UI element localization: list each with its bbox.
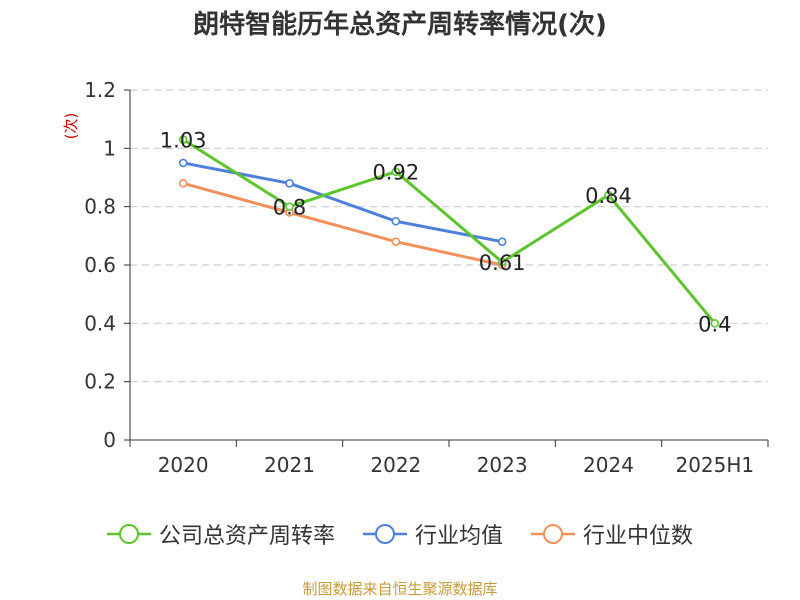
data-point bbox=[178, 158, 188, 168]
data-label: 0.8 bbox=[273, 196, 306, 220]
legend-label: 公司总资产周转率 bbox=[158, 524, 335, 549]
x-tick-label: 2021 bbox=[264, 453, 315, 477]
series-line-2 bbox=[182, 181, 503, 267]
legend: 公司总资产周转率 行业均值 行业中位数 bbox=[0, 518, 800, 550]
y-tick-label: 1 bbox=[103, 136, 116, 160]
y-tick-label: 0.2 bbox=[84, 370, 116, 394]
x-tick-label: 2025H1 bbox=[675, 453, 754, 477]
data-label: 0.4 bbox=[698, 312, 731, 336]
y-tick-label: 0.6 bbox=[84, 253, 116, 277]
data-labels: 1.03 0.8 0.92 0.61 0.84 0.4 bbox=[160, 129, 732, 337]
legend-marker bbox=[543, 524, 563, 544]
y-tick-label: 0.4 bbox=[84, 311, 116, 335]
y-tick-label: 0.8 bbox=[84, 195, 116, 219]
data-label: 0.61 bbox=[479, 251, 526, 275]
data-label: 0.84 bbox=[585, 184, 632, 208]
axes: 0 0.2 0.4 0.6 0.8 1 1.2 2020 2021 2022 2023 2024 202… bbox=[84, 78, 769, 477]
data-point bbox=[391, 237, 401, 246]
data-point bbox=[391, 216, 401, 226]
data-label: 1.03 bbox=[160, 129, 207, 153]
series-line-1 bbox=[182, 161, 503, 244]
legend-marker bbox=[118, 524, 139, 544]
data-point bbox=[391, 167, 401, 176]
data-point bbox=[710, 319, 720, 328]
legend-item[interactable]: 行业均值 bbox=[362, 518, 503, 550]
x-tick-label: 2023 bbox=[477, 453, 528, 477]
data-point bbox=[178, 135, 188, 144]
series-line-0 bbox=[182, 138, 716, 325]
legend-line-circle-icon bbox=[362, 524, 407, 544]
data-point bbox=[178, 179, 188, 188]
series bbox=[178, 135, 720, 328]
legend-label: 行业均值 bbox=[414, 524, 503, 549]
y-axis-unit-label: (次) bbox=[62, 113, 80, 140]
legend-item[interactable]: 行业中位数 bbox=[531, 518, 693, 550]
legend-marker bbox=[374, 524, 395, 544]
x-tick-label: 2024 bbox=[583, 453, 634, 477]
data-point bbox=[497, 237, 507, 246]
legend-line-circle-icon bbox=[531, 524, 575, 544]
chart-title: 朗特智能历年总资产周转率情况(次) bbox=[193, 10, 607, 40]
legend-label: 行业中位数 bbox=[583, 524, 694, 549]
legend-line-circle-icon bbox=[106, 524, 151, 544]
data-point bbox=[497, 257, 507, 267]
x-tick-label: 2022 bbox=[370, 453, 421, 477]
data-point bbox=[604, 190, 613, 200]
source-note: 制图数据来自恒生聚源数据库 bbox=[302, 580, 498, 598]
data-label: 0.92 bbox=[372, 161, 419, 185]
y-tick-label: 1.2 bbox=[84, 78, 116, 102]
x-tick-label: 2020 bbox=[158, 453, 209, 477]
y-tick-label: 0 bbox=[103, 428, 116, 452]
legend-item[interactable]: 公司总资产周转率 bbox=[106, 518, 335, 550]
data-point bbox=[285, 179, 294, 188]
gridlines bbox=[130, 89, 768, 383]
data-point bbox=[285, 202, 294, 211]
